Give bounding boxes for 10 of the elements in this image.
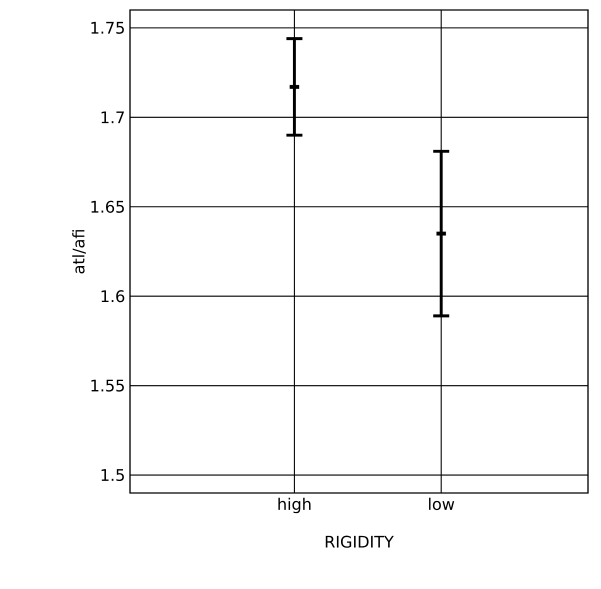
y-tick-label: 1.65 (91, 200, 124, 213)
x-tick-label: low (429, 498, 454, 510)
y-tick-label: 1.5 (102, 469, 124, 482)
y-tick-label: 1.7 (102, 111, 124, 124)
x-tick-label: high (278, 498, 311, 514)
y-tick-label: 1.6 (102, 290, 124, 302)
y-tick-label: 1.55 (91, 380, 124, 392)
y-axis-title: atl/afi (72, 230, 86, 274)
x-axis-title: RIGIDITY (326, 536, 394, 548)
y-tick-label: 1.75 (91, 22, 124, 34)
